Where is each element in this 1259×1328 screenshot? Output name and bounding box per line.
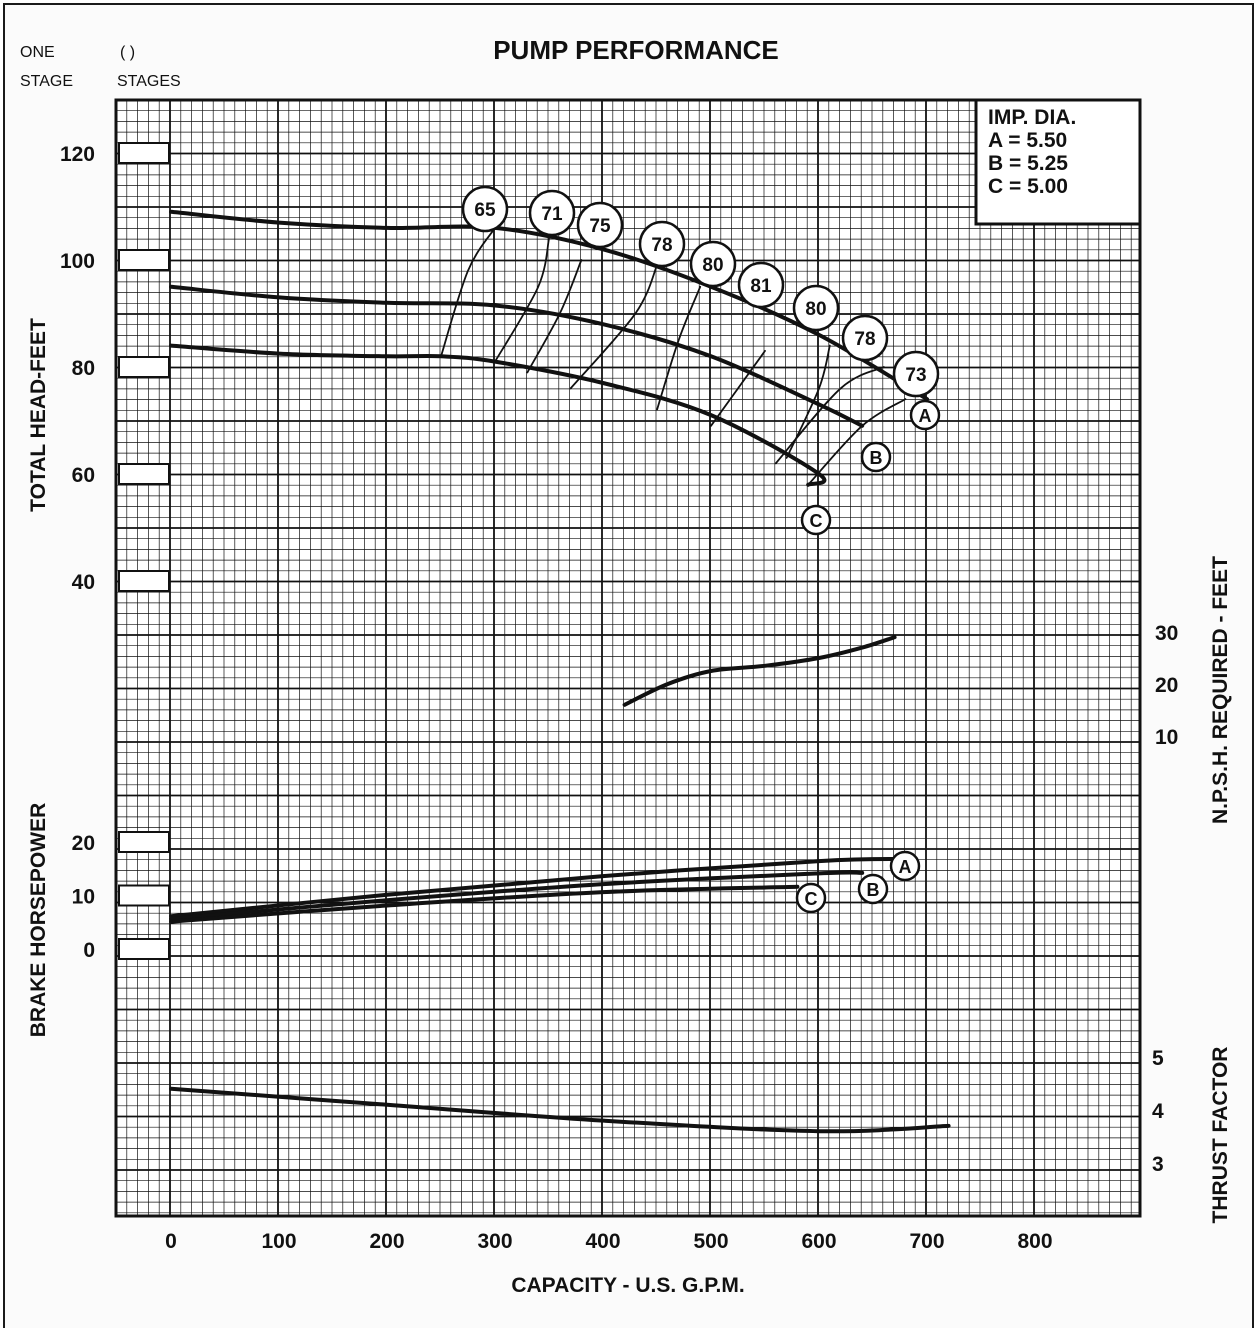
head-axis-label: TOTAL HEAD-FEET	[27, 318, 50, 512]
efficiency-line-75	[526, 259, 583, 374]
head-curve-label-c: C	[810, 511, 823, 531]
thrust-axis-label: THRUST FACTOR	[1209, 1047, 1232, 1224]
efficiency-label-78-circle	[841, 314, 889, 362]
scale-box	[118, 142, 170, 164]
scale-box	[118, 831, 170, 853]
efficiency-label-78: 78	[651, 235, 672, 256]
bhp-curve-label-c: C	[805, 889, 818, 909]
npsh-axis-label: N.P.S.H. REQUIRED - FEET	[1209, 556, 1232, 824]
efficiency-line-73	[807, 398, 907, 486]
efficiency-line-81	[710, 350, 766, 427]
efficiency-line-71	[494, 237, 550, 363]
head-curve-label-c-circle	[800, 504, 832, 536]
head-tick-label: 80	[72, 357, 95, 380]
bhp-tick-label: 20	[72, 832, 95, 855]
bhp-curve-label-b-circle	[857, 873, 889, 905]
efficiency-line-80	[785, 344, 831, 459]
legend-box: IMP. DIA. A = 5.50 B = 5.25 C = 5.00	[974, 98, 1142, 226]
efficiency-label-80: 80	[805, 299, 826, 320]
scale-box	[118, 938, 170, 960]
head-curve-c	[169, 343, 827, 487]
efficiency-label-65-circle	[461, 185, 509, 233]
thrust-curve	[169, 1086, 951, 1134]
legend-title: IMP. DIA.	[988, 106, 1076, 129]
scale-box	[118, 356, 170, 378]
x-tick-label: 300	[477, 1230, 512, 1253]
efficiency-line-65	[440, 227, 496, 358]
legend-entry-b: B = 5.25	[988, 152, 1068, 175]
bhp-curve-label-b: B	[867, 880, 880, 900]
head-tick-label: 100	[60, 250, 95, 273]
chart-grid	[114, 98, 1142, 1218]
efficiency-label-80-circle	[792, 284, 840, 332]
stages-label-2: STAGES	[117, 73, 181, 90]
head-curve-label-b-circle	[860, 441, 892, 473]
x-tick-label: 700	[909, 1230, 944, 1253]
bhp-curve-c	[169, 884, 800, 924]
head-tick-label: 120	[60, 143, 95, 166]
x-tick-label: 600	[801, 1230, 836, 1253]
head-curve-a	[169, 209, 929, 402]
efficiency-label-71-circle	[528, 189, 576, 237]
head-curve-label-a-circle	[909, 399, 941, 431]
efficiency-label-65: 65	[474, 200, 496, 221]
efficiency-label-71: 71	[541, 204, 563, 225]
chart-title: PUMP PERFORMANCE	[493, 35, 779, 65]
thrust-tick-label: 4	[1152, 1100, 1164, 1123]
bhp-tick-label: 10	[72, 886, 95, 909]
efficiency-label-78: 78	[854, 329, 875, 350]
head-tick-label: 60	[72, 464, 95, 487]
npsh-tick-label: 30	[1155, 622, 1178, 645]
efficiency-line-80	[656, 285, 702, 411]
efficiency-label-81: 81	[750, 276, 772, 297]
head-curve-label-b: B	[870, 448, 883, 468]
efficiency-line-78	[569, 264, 658, 390]
efficiency-label-75: 75	[589, 216, 611, 237]
thrust-tick-label: 5	[1152, 1047, 1164, 1070]
efficiency-label-80: 80	[702, 255, 723, 276]
x-tick-label: 800	[1017, 1230, 1052, 1253]
curves	[169, 209, 951, 1134]
bhp-curve-a	[169, 857, 908, 919]
scale-boxes	[118, 142, 170, 960]
efficiency-label-80-circle	[689, 240, 737, 288]
x-tick-label: 500	[693, 1230, 728, 1253]
efficiency-line-78	[774, 366, 885, 465]
bhp-tick-label: 0	[83, 939, 95, 962]
bhp-curve-label-c-circle	[795, 882, 827, 914]
npsh-tick-label: 10	[1155, 726, 1178, 749]
bhp-curve-label-a: A	[899, 857, 912, 877]
head-curve-b	[169, 284, 865, 428]
scale-box	[118, 463, 170, 485]
bhp-axis-label: BRAKE HORSEPOWER	[27, 803, 50, 1038]
legend-entry-c: C = 5.00	[988, 175, 1068, 198]
scale-box	[118, 570, 170, 592]
efficiency-label-73: 73	[905, 365, 926, 386]
stage-one-label: ONE	[20, 44, 55, 61]
x-tick-label: 400	[585, 1230, 620, 1253]
thrust-tick-label: 3	[1152, 1153, 1164, 1176]
x-tick-label: 100	[261, 1230, 296, 1253]
efficiency-label-81-circle	[737, 261, 785, 309]
bhp-curve-b	[169, 870, 865, 921]
npsh-tick-label: 20	[1155, 674, 1178, 697]
head-curve-label-a: A	[919, 406, 932, 426]
efficiency-label-78-circle	[638, 220, 686, 268]
stage-one-label-2: STAGE	[20, 73, 73, 90]
scale-box	[118, 249, 170, 271]
stages-label: ( )	[120, 44, 135, 61]
efficiency-label-75-circle	[576, 201, 624, 249]
x-tick-label: 200	[369, 1230, 404, 1253]
legend-entry-a: A = 5.50	[988, 129, 1067, 152]
plot-border	[114, 98, 1142, 1218]
scale-box	[118, 884, 170, 907]
x-tick-label: 0	[165, 1230, 177, 1253]
head-tick-label: 40	[72, 571, 95, 594]
efficiency-label-73-circle	[892, 350, 940, 398]
bhp-curve-label-a-circle	[889, 850, 921, 882]
x-axis-label: CAPACITY - U.S. G.P.M.	[511, 1274, 744, 1297]
npsh-curve	[622, 635, 897, 707]
